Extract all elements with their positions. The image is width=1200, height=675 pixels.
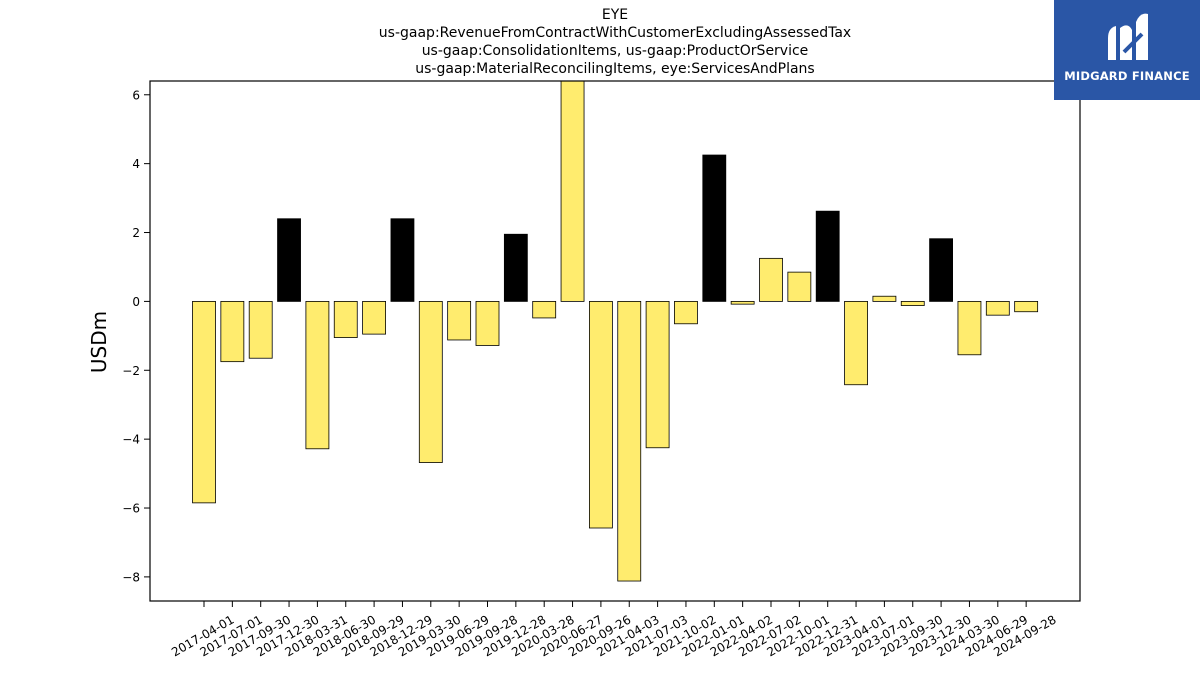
y-tick-label: 4: [132, 157, 140, 171]
bar-2018-03-31: [305, 300, 330, 450]
bar-2023-09-30: [900, 300, 925, 306]
chart-title-line: EYE: [601, 7, 629, 23]
bar-2024-09-28: [1014, 300, 1039, 313]
bar-2019-09-28: [475, 300, 500, 346]
y-tick-label: −8: [122, 570, 140, 584]
bar-2024-06-29: [985, 300, 1010, 316]
bars-group: [192, 81, 1039, 582]
bar-2021-07-03: [645, 300, 670, 449]
chart-title-line: us-gaap:ConsolidationItems, us-gaap:Prod…: [421, 43, 809, 59]
bar-2017-04-01: [192, 300, 216, 504]
y-tick-label: 6: [132, 88, 140, 102]
bar-2021-04-03: [617, 300, 642, 582]
y-tick-label: −2: [122, 364, 140, 378]
y-tick-label: 0: [132, 295, 140, 309]
bar-2017-09-30: [248, 300, 273, 359]
bar-2019-12-28: [503, 233, 528, 302]
bar-2019-03-30: [418, 300, 443, 463]
bar-2018-09-29: [362, 300, 387, 335]
chart-title: EYE us-gaap:RevenueFromContractWithCusto…: [0, 6, 1200, 78]
y-tick-label: −4: [122, 433, 140, 447]
bar-2022-12-31: [815, 210, 840, 302]
brand-logo: MIDGARD FINANCE: [1054, 0, 1200, 100]
midgard-logo-mark-icon: [1108, 13, 1148, 60]
bar-2022-04-02: [730, 300, 755, 305]
bar-2019-06-29: [447, 300, 472, 341]
plot-frame: [149, 80, 1081, 602]
bar-2020-03-28: [532, 300, 557, 319]
bar-2018-12-29: [390, 218, 415, 302]
bar-2023-07-01: [872, 295, 897, 302]
bar-2017-12-30: [277, 218, 301, 302]
bar-2023-04-01: [844, 300, 868, 386]
bar-2024-03-30: [957, 300, 982, 356]
bar-2022-07-02: [759, 257, 783, 302]
y-tick-label: −6: [122, 502, 140, 516]
bar-2018-06-30: [333, 300, 358, 338]
bar-2020-09-26: [589, 300, 613, 529]
y-tick-label: 2: [132, 226, 140, 240]
bar-2020-06-27: [560, 81, 585, 302]
bar-2023-12-30: [929, 238, 953, 302]
chart-title-line: us-gaap:RevenueFromContractWithCustomerE…: [378, 25, 852, 41]
bar-2022-01-01: [702, 154, 727, 302]
bar-2017-07-01: [220, 300, 245, 363]
bar-2021-10-02: [674, 300, 698, 325]
brand-name: MIDGARD FINANCE: [1064, 69, 1190, 83]
bar-2022-10-01: [787, 271, 812, 302]
chart-title-line: us-gaap:MaterialReconcilingItems, eye:Se…: [415, 61, 815, 77]
y-axis-label: USDm: [87, 311, 111, 373]
